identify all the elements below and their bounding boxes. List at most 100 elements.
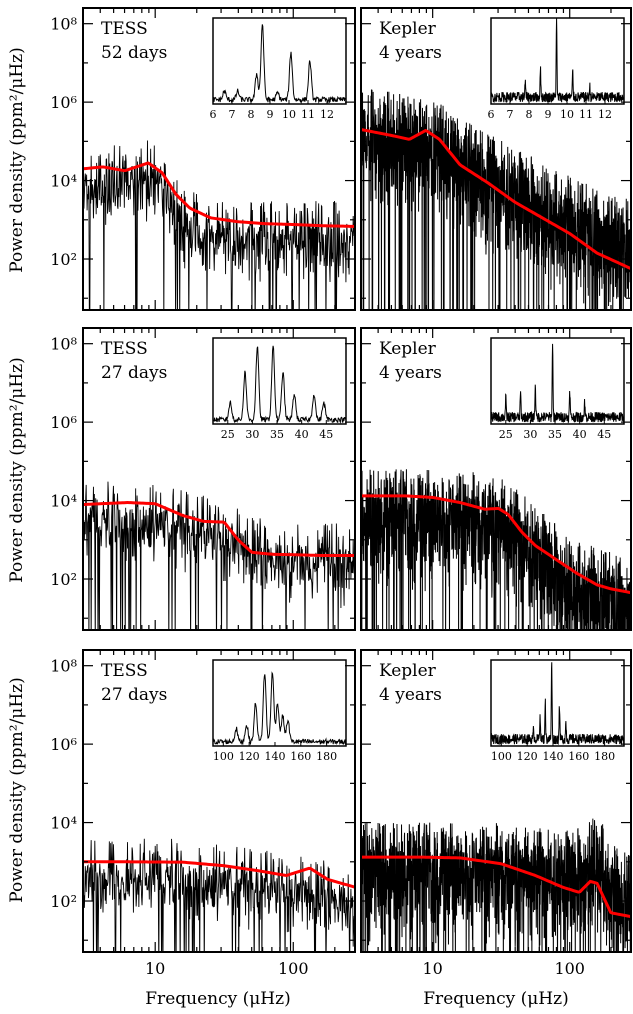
inset: 6 7 8 9 10 11 12 <box>488 17 625 121</box>
panel-label: Kepler <box>379 661 437 681</box>
y-tick-label: 10⁸ <box>50 657 77 676</box>
inset-spectrum-line <box>491 18 624 104</box>
inset-frame <box>212 17 347 105</box>
spectrum-line <box>83 140 355 310</box>
panel-label: TESS <box>101 19 148 39</box>
x-tick-label: 10 <box>145 959 165 978</box>
panel-frame <box>82 327 356 631</box>
inset-x-tick-label: 140 <box>542 750 563 763</box>
y-tick-label: 10⁴ <box>50 492 77 511</box>
spectrum-line <box>83 481 355 630</box>
inset-x-tick-label: 100 <box>213 750 234 763</box>
inset-x-tick-label: 40 <box>573 428 587 441</box>
inset-x-tick-label: 35 <box>548 428 562 441</box>
inset: 25 30 35 40 45 <box>212 337 347 441</box>
inset-x-tick-label: 7 <box>229 108 236 121</box>
inset-spectrum-line <box>491 343 624 424</box>
inset-x-tick-label: 120 <box>239 750 260 763</box>
inset-x-tick-label: 6 <box>210 108 217 121</box>
inset-x-tick-label: 120 <box>517 750 538 763</box>
background-fit-line <box>361 128 631 271</box>
y-tick-label: 10⁸ <box>50 15 77 34</box>
panel-label: 27 days <box>101 363 167 383</box>
inset-x-tick-label: 10 <box>282 108 296 121</box>
x-axis-label: Frequency (μHz) <box>423 989 568 1009</box>
background-fit-line <box>83 860 355 889</box>
inset-frame <box>490 17 625 105</box>
spectrum-line <box>361 89 631 310</box>
panel-label: 4 years <box>379 43 442 63</box>
inset-spectrum-line <box>491 662 624 746</box>
panel-label: TESS <box>101 661 148 681</box>
panel-frame <box>82 7 356 311</box>
y-tick-label: 10⁶ <box>50 413 77 432</box>
inset-x-tick-label: 40 <box>295 428 309 441</box>
panel-4: Kepler 4 years 25 30 35 40 45 <box>360 327 632 631</box>
panel-label: 4 years <box>379 363 442 383</box>
inset-x-tick-label: 35 <box>270 428 284 441</box>
x-tick-label: 100 <box>278 959 309 978</box>
panel-label: TESS <box>101 339 148 359</box>
panel-label: 52 days <box>101 43 167 63</box>
inset-x-tick-label: 100 <box>491 750 512 763</box>
panel-3: 10² 10⁴ 10⁶ 10⁸ TESS 27 days 25 30 35 40 45 <box>50 327 356 631</box>
inset-x-tick-label: 7 <box>507 108 514 121</box>
panel-2: Kepler 4 years 6 7 8 9 10 11 12 <box>360 7 632 311</box>
background-fit-line <box>361 494 631 595</box>
x-tick-label: 10 <box>422 959 442 978</box>
panel-label: 4 years <box>379 685 442 705</box>
inset-frame <box>490 659 625 747</box>
inset: 100 120 140 160 180 <box>490 659 625 763</box>
inset-frame <box>212 659 347 747</box>
inset-x-tick-label: 8 <box>526 108 533 121</box>
inset-x-tick-label: 11 <box>579 108 593 121</box>
y-axis-label: Power density (ppm²/μHz) <box>7 357 27 583</box>
inset: 25 30 35 40 45 <box>490 337 625 441</box>
spectrum-line <box>361 469 631 630</box>
inset-x-tick-label: 9 <box>267 108 274 121</box>
inset-frame <box>490 337 625 425</box>
y-tick-label: 10⁸ <box>50 335 77 354</box>
panel-frame <box>360 7 632 311</box>
y-tick-label: 10⁶ <box>50 93 77 112</box>
y-tick-label: 10² <box>50 570 77 589</box>
panel-label: Kepler <box>379 339 437 359</box>
inset-x-tick-label: 8 <box>248 108 255 121</box>
inset-x-tick-label: 25 <box>221 428 235 441</box>
inset-x-tick-label: 12 <box>320 108 334 121</box>
panel-frame <box>82 649 356 953</box>
x-axis-label: Frequency (μHz) <box>145 989 290 1009</box>
x-tick-label: 100 <box>554 959 585 978</box>
inset-x-tick-label: 12 <box>598 108 612 121</box>
inset-x-tick-label: 45 <box>319 428 333 441</box>
inset-spectrum-line <box>213 671 346 746</box>
y-tick-label: 10⁶ <box>50 735 77 754</box>
y-tick-label: 10⁴ <box>50 172 77 191</box>
panel-frame <box>360 327 632 631</box>
panel-6: 10 100 Kepler 4 years 100 120 140 160 180 <box>360 649 632 978</box>
inset-x-tick-label: 160 <box>290 750 311 763</box>
panel-label: Kepler <box>379 19 437 39</box>
inset-x-tick-label: 180 <box>594 750 615 763</box>
background-fit-line <box>83 501 355 557</box>
inset: 6 7 8 9 10 11 12 <box>210 17 347 121</box>
inset-spectrum-line <box>213 24 346 104</box>
background-fit-line <box>361 855 631 919</box>
inset-x-tick-label: 30 <box>245 428 259 441</box>
inset-x-tick-label: 160 <box>568 750 589 763</box>
inset-x-tick-label: 10 <box>560 108 574 121</box>
inset-x-tick-label: 25 <box>499 428 513 441</box>
inset-x-tick-label: 11 <box>301 108 315 121</box>
inset: 100 120 140 160 180 <box>212 659 347 763</box>
inset-x-tick-label: 180 <box>316 750 337 763</box>
y-tick-label: 10⁴ <box>50 814 77 833</box>
inset-spectrum-line <box>213 345 346 424</box>
panel-5: 10² 10⁴ 10⁶ 10⁸ 10 100 TESS 27 days 100 120 140 160… <box>50 649 356 978</box>
background-fit-line <box>83 161 355 228</box>
panel-label: 27 days <box>101 685 167 705</box>
spectrum-line <box>361 818 631 952</box>
spectrum-line <box>83 838 355 952</box>
inset-x-tick-label: 6 <box>488 108 495 121</box>
y-axis-label: Power density (ppm²/μHz) <box>7 47 27 273</box>
